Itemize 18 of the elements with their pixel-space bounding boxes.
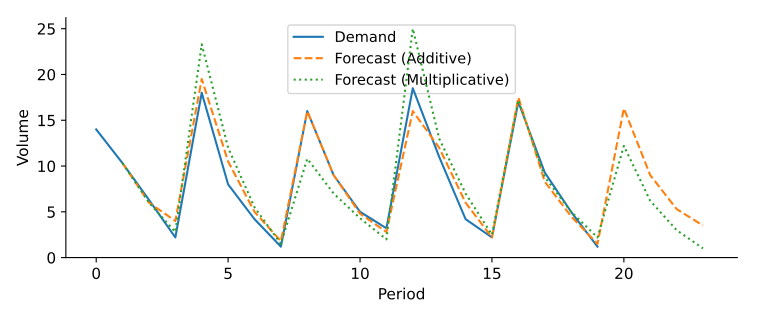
y-tick-label: 15: [38, 114, 55, 126]
y-tick-label: 20: [38, 68, 56, 80]
x-tick-label: 5: [224, 268, 232, 280]
x-tick-label: 0: [92, 268, 100, 280]
line-series: [95, 87, 599, 248]
x-tick-label: 20: [615, 268, 633, 280]
x-tick-label: 15: [484, 268, 500, 280]
y-tick-label: 5: [48, 206, 55, 218]
legend-label: Forecast (Multiplicative): [336, 74, 508, 88]
legend-label: Demand: [336, 30, 396, 42]
y-tick-label: 10: [38, 160, 56, 172]
y-axis-title: Volume: [16, 110, 28, 166]
legend-label: Forecast (Additive): [336, 52, 471, 66]
y-tick-label: 25: [38, 23, 55, 35]
y-tick-label: 0: [47, 252, 56, 264]
line-series: [122, 28, 704, 250]
x-tick-label: 10: [352, 268, 369, 280]
x-axis-title: Period: [379, 288, 424, 300]
